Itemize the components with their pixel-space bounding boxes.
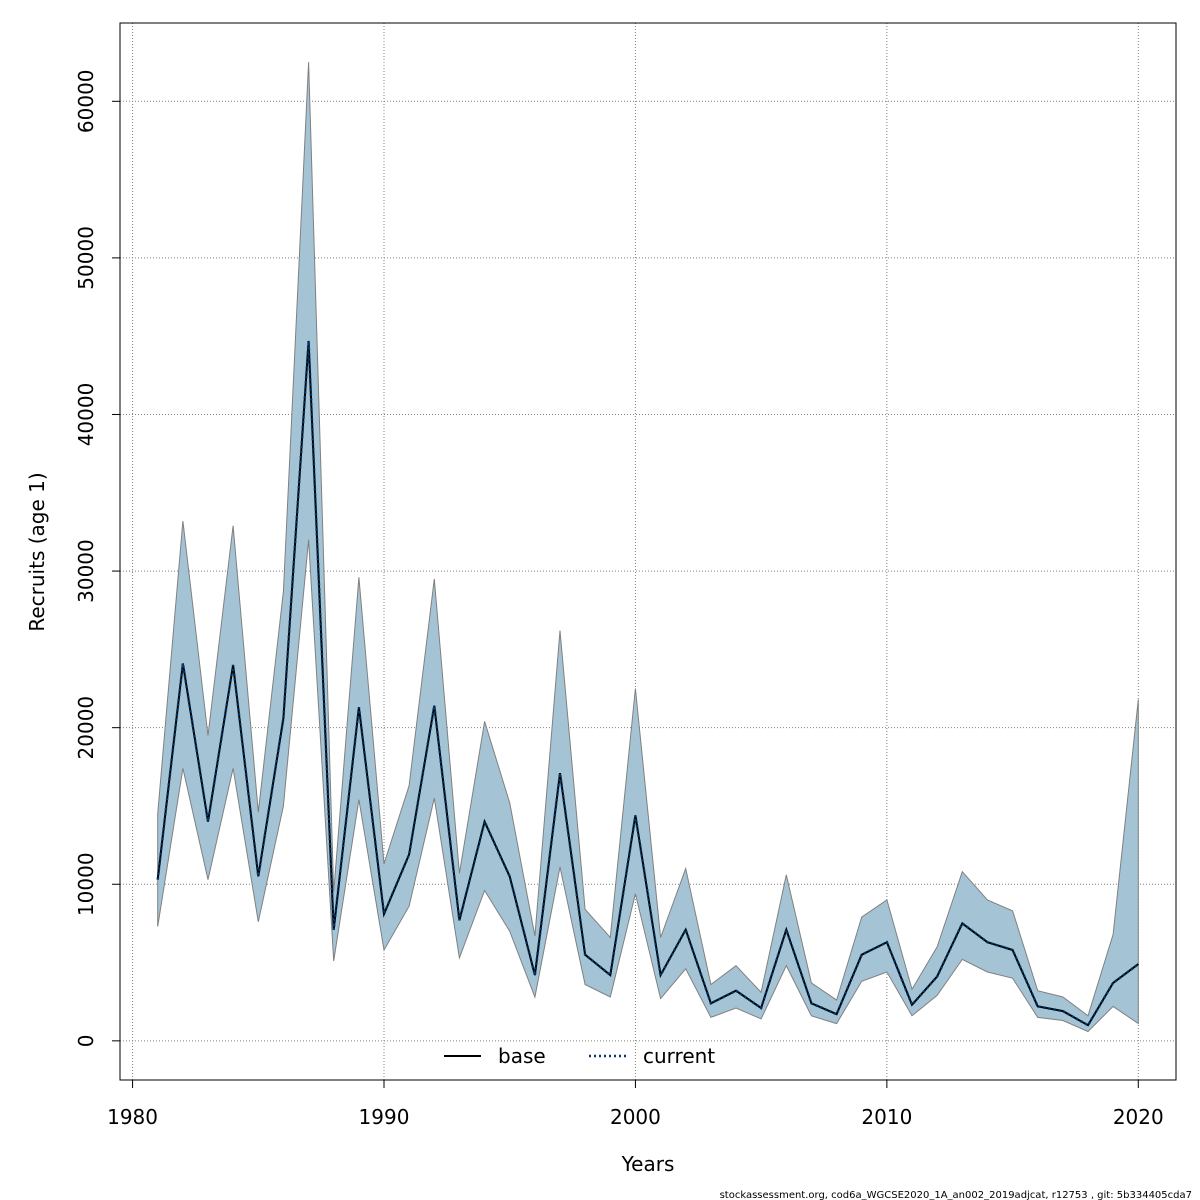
y-tick-label: 0 (74, 1034, 98, 1047)
x-axis: 1980 1990 2000 2010 2020 (107, 1080, 1164, 1129)
y-tick-label: 30000 (74, 539, 98, 603)
y-axis: 0 10000 20000 30000 40000 50000 60000 (74, 69, 120, 1047)
legend-label-current: current (643, 1044, 715, 1068)
series-line-current (156, 340, 1140, 1027)
y-tick-label: 10000 (74, 852, 98, 916)
y-tick-label: 40000 (74, 383, 98, 447)
x-tick-label: 2010 (861, 1105, 912, 1129)
y-axis-title: Recruits (age 1) (25, 472, 49, 631)
footer-text: stockassessment.org, cod6a_WGCSE2020_1A_… (720, 1190, 1192, 1200)
plot-frame (119, 22, 1177, 1081)
x-tick-label: 1990 (359, 1105, 410, 1129)
y-tick-label: 20000 (74, 696, 98, 760)
confidence-band (157, 62, 1139, 1033)
x-axis-title: Years (621, 1152, 675, 1176)
legend-label-base: base (498, 1044, 546, 1068)
x-tick-label: 1980 (107, 1105, 158, 1129)
grid-lines (120, 23, 1176, 1080)
y-tick-label: 50000 (74, 226, 98, 290)
x-tick-label: 2020 (1113, 1105, 1164, 1129)
legend: base current (444, 1044, 715, 1068)
y-tick-label: 60000 (74, 69, 98, 133)
x-tick-label: 2000 (610, 1105, 661, 1129)
